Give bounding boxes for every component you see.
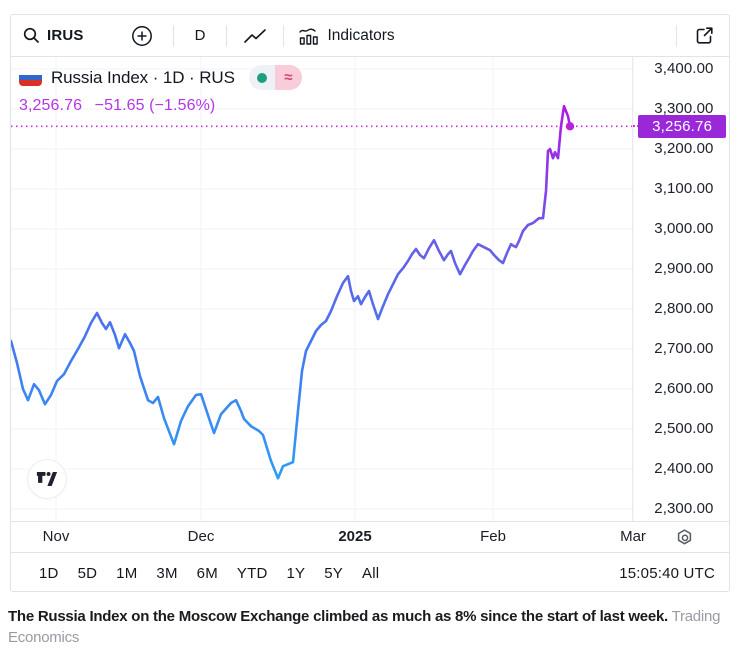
news-caption: The Russia Index on the Moscow Exchange …: [8, 606, 735, 648]
plus-circle-icon: [131, 25, 152, 46]
time-axis[interactable]: Nov Dec 2025 Feb Mar: [11, 521, 729, 552]
compare-add-button[interactable]: [130, 24, 154, 48]
interval-button[interactable]: D: [195, 27, 206, 44]
symbol-label: IRUS: [47, 27, 84, 44]
price-tick-label: 2,400.00: [654, 460, 714, 477]
indicators-button[interactable]: Indicators: [298, 26, 395, 46]
external-link-icon: [696, 27, 713, 44]
price-tick-label: 2,900.00: [654, 260, 714, 277]
range-button-5y[interactable]: 5Y: [324, 564, 344, 582]
price-tick-label: 2,800.00: [654, 300, 714, 317]
caption-text: The Russia Index on the Moscow Exchange …: [8, 608, 668, 625]
gear-icon: [677, 529, 692, 545]
time-tick-label: Mar: [620, 528, 646, 545]
market-open-indicator: [248, 65, 275, 90]
price-tick-label: 3,400.00: [654, 60, 714, 77]
chart-plot[interactable]: Russia Index · 1D · RUS ≈ 3,256.76 −51.6…: [11, 57, 634, 521]
tradingview-logo[interactable]: [28, 460, 66, 498]
chart-legend: Russia Index · 1D · RUS ≈ 3,256.76 −51.6…: [19, 65, 302, 115]
chart-widget: IRUS D Indicators: [10, 14, 730, 592]
indicators-icon: [299, 28, 319, 45]
last-price-dots: [633, 125, 640, 128]
flag-stripe-blue: [19, 74, 42, 81]
chart-type-button[interactable]: [243, 27, 267, 45]
last-price-dot: [565, 122, 575, 131]
caption-source: Trading Economics: [8, 608, 721, 646]
axis-settings-button[interactable]: [673, 526, 697, 550]
time-tick-label: 2025: [338, 528, 372, 545]
toolbar-divider: [172, 24, 174, 47]
symbol-title: Russia Index · 1D · RUS: [51, 67, 235, 87]
last-price-value: 3,256.76: [19, 97, 83, 114]
price-tick-label: 2,500.00: [654, 420, 714, 437]
time-tick-label: Feb: [480, 528, 506, 545]
tv-logo-icon: [36, 472, 58, 486]
range-button-6m[interactable]: 6M: [196, 564, 218, 582]
price-tick-label: 2,600.00: [654, 380, 714, 397]
top-toolbar: IRUS D Indicators: [11, 15, 729, 57]
price-tick-label: 3,100.00: [654, 180, 714, 197]
last-price-badge: 3,256.76: [638, 114, 726, 138]
share-button[interactable]: [693, 24, 716, 47]
range-button-3m[interactable]: 3M: [156, 564, 178, 582]
range-button-ytd[interactable]: YTD: [236, 564, 268, 582]
price-change-row: 3,256.76 −51.65 (−1.56%): [19, 97, 302, 115]
range-button-1m[interactable]: 1M: [116, 564, 138, 582]
interval-label: D: [194, 27, 206, 44]
range-button-1y[interactable]: 1Y: [286, 564, 306, 582]
price-chart-canvas: [11, 57, 634, 521]
range-button-all[interactable]: All: [362, 564, 380, 582]
indicators-label: Indicators: [327, 26, 395, 44]
clock-utc: 15:05:40 UTC: [619, 564, 715, 582]
change-value: −51.65 (−1.56%): [94, 97, 216, 114]
price-tick-label: 2,700.00: [654, 340, 714, 357]
range-button-5d[interactable]: 5D: [77, 564, 98, 582]
range-button-1d[interactable]: 1D: [39, 564, 59, 582]
market-status-pill[interactable]: ≈: [248, 65, 302, 90]
range-toolbar: 1D 5D 1M 3M 6M YTD 1Y 5Y All 15:05:40 UTC: [11, 552, 729, 593]
time-tick-label: Dec: [187, 528, 215, 545]
price-tick-label: 3,000.00: [654, 220, 714, 237]
extended-hours-badge: ≈: [274, 65, 302, 90]
chart-area: Russia Index · 1D · RUS ≈ 3,256.76 −51.6…: [11, 57, 729, 521]
toolbar-divider: [283, 24, 285, 47]
price-scale[interactable]: 3,400.00 3,300.00 3,200.00 3,100.00 3,000.00…: [632, 57, 729, 521]
search-icon: [23, 27, 40, 44]
toolbar-divider: [226, 24, 228, 47]
time-tick-label: Nov: [42, 528, 70, 545]
price-tick-label: 3,200.00: [654, 140, 714, 157]
flag-stripe-white: [19, 69, 42, 75]
price-tick-label: 2,300.00: [654, 500, 714, 517]
price-line: [11, 104, 572, 480]
green-dot-icon: [256, 72, 267, 83]
symbol-search-button[interactable]: IRUS: [23, 27, 84, 44]
toolbar-divider: [676, 24, 677, 47]
line-chart-icon: [244, 28, 267, 43]
flag-stripe-red: [19, 80, 42, 86]
price-tick-label: 3,300.00: [654, 100, 714, 117]
russia-flag-icon: [19, 69, 42, 86]
